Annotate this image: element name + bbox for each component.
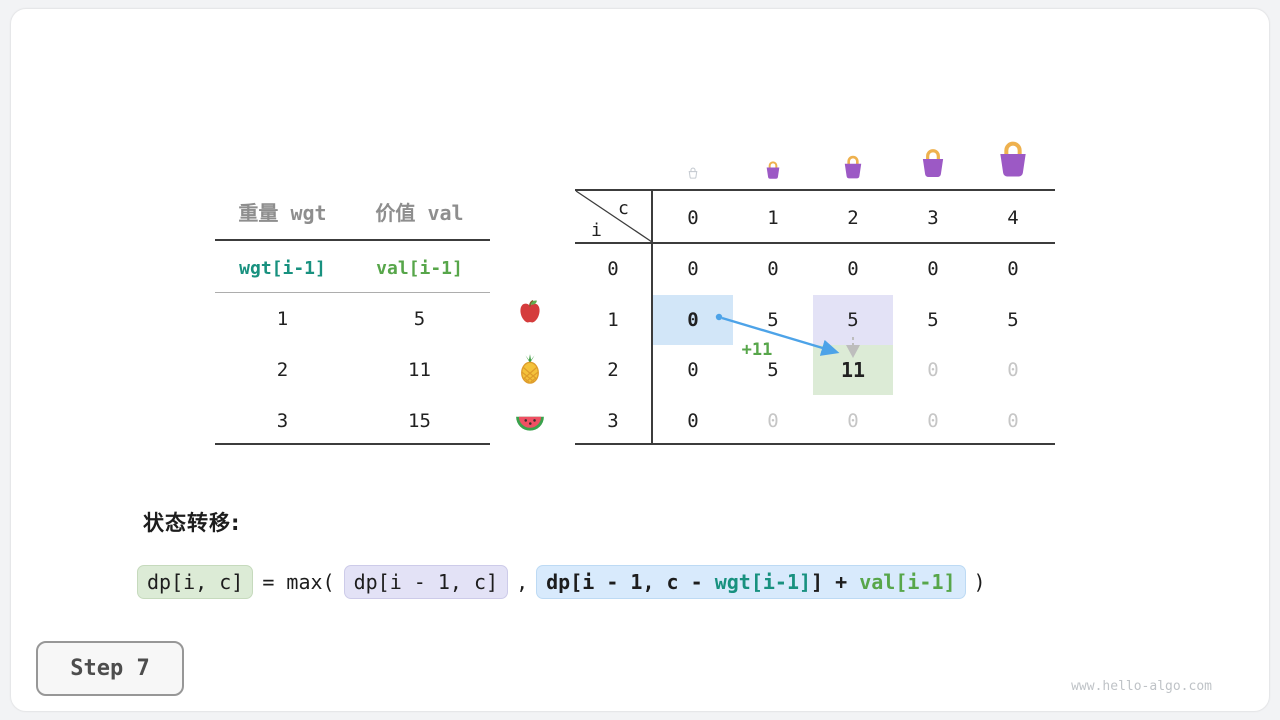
item-table-header-val: 价值 val: [375, 200, 464, 225]
dp-cell-0-0: 0: [687, 257, 699, 280]
dp-cell-3-2: 0: [847, 409, 859, 432]
formula-closing-paren: ): [973, 570, 986, 594]
item-table-subheader-wgt: wgt[i-1]: [239, 257, 326, 279]
item-table-header-divider: [215, 239, 490, 241]
dp-row-header-2: 2: [607, 358, 619, 381]
dp-corner-row-var: i: [591, 220, 602, 241]
item-wgt-2: 2: [276, 359, 289, 381]
dp-cell-2-1: 5: [767, 358, 779, 381]
bag-large-icon: [917, 147, 949, 179]
item-table-header-wgt: 重量 wgt: [238, 200, 327, 225]
dp-cell-1-3: 5: [927, 308, 939, 331]
dp-cell-3-3: 0: [927, 409, 939, 432]
dp-cell-0-1: 0: [767, 257, 779, 280]
dp-cell-0-2: 0: [847, 257, 859, 280]
bag-outline-icon: [686, 166, 700, 180]
item-table-subheader-divider: [215, 292, 490, 293]
dp-corner-col-var: c: [618, 198, 629, 219]
item-val-2: 11: [408, 359, 431, 381]
bag-xlarge-icon: [993, 139, 1033, 179]
dp-cell-3-0: 0: [687, 409, 699, 432]
dp-cell-2-3: 0: [927, 358, 939, 381]
dp-col-header-4: 4: [1007, 207, 1019, 229]
item-val-1: 5: [413, 308, 426, 330]
dp-row-header-1: 1: [607, 308, 619, 331]
arrow-value-label: +11: [741, 340, 773, 360]
step-badge[interactable]: Step 7: [36, 641, 184, 696]
dp-cell-1-1: 5: [767, 308, 779, 331]
item-wgt-1: 1: [276, 308, 289, 330]
dp-col-header-2: 2: [847, 207, 859, 229]
formula-lhs: dp[i, c]: [147, 570, 244, 594]
formula-arg2-wgt: wgt[i-1]: [714, 570, 812, 594]
formula-arg2-infix: ] +: [811, 570, 860, 594]
dp-col-header-3: 3: [927, 207, 939, 229]
formula-arg2-val: val[i-1]: [859, 570, 956, 594]
dp-table-vertical-divider: [651, 189, 653, 445]
dp-col-header-1: 1: [767, 207, 779, 229]
dp-table-bottom-border: [575, 443, 1055, 445]
dp-cell-1-4: 5: [1007, 308, 1019, 331]
dp-cell-1-2: 5: [847, 308, 859, 331]
bag-small-icon: [763, 160, 783, 180]
dp-cell-2-4: 0: [1007, 358, 1019, 381]
state-transition-formula: dp[i, c] = max( dp[i - 1, c] , dp[i - 1,…: [137, 560, 986, 604]
item-table-subheader-val: val[i-1]: [376, 257, 463, 279]
dp-table-top-border: [575, 189, 1055, 191]
dp-cell-3-1: 0: [767, 409, 779, 432]
item-table-bottom-divider: [215, 443, 490, 445]
item-val-3: 15: [408, 410, 431, 432]
dp-table-header-divider: [575, 242, 1055, 244]
dp-row-header-0: 0: [607, 257, 619, 280]
dp-cell-2-0: 0: [687, 358, 699, 381]
formula-lhs-chip: dp[i, c]: [137, 565, 254, 599]
formula-separator: ,: [516, 570, 529, 594]
dp-cell-0-3: 0: [927, 257, 939, 280]
formula-arg2-prefix: dp[i - 1, c -: [546, 570, 715, 594]
dp-cell-2-2: 11: [840, 357, 866, 382]
apple-icon: [515, 297, 545, 327]
watermelon-icon: [513, 404, 547, 438]
formula-arg1: dp[i - 1, c]: [353, 570, 499, 594]
bag-medium-icon: [840, 154, 866, 180]
item-wgt-3: 3: [276, 410, 289, 432]
pineapple-icon: [514, 353, 546, 385]
dp-cell-1-0: 0: [687, 308, 699, 331]
formula-arg2-chip: dp[i - 1, c - wgt[i-1]] + val[i-1]: [536, 565, 966, 599]
dp-cell-3-4: 0: [1007, 409, 1019, 432]
formula-arg1-chip: dp[i - 1, c]: [343, 565, 509, 599]
transition-title: 状态转移:: [143, 511, 241, 535]
dp-row-header-3: 3: [607, 409, 619, 432]
dp-cell-0-4: 0: [1007, 257, 1019, 280]
dp-col-header-0: 0: [687, 207, 699, 229]
formula-operator: = max(: [262, 570, 335, 594]
watermark: www.hello-algo.com: [1071, 679, 1212, 694]
